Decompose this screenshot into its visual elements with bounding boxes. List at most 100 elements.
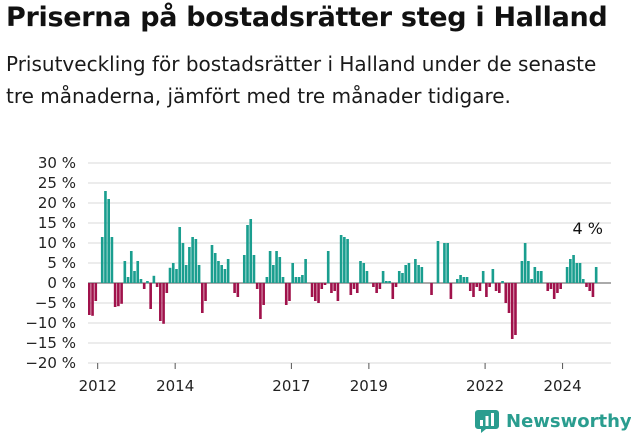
x-tick-label: 2017 xyxy=(272,377,310,395)
x-tick-label: 2014 xyxy=(156,377,194,395)
bar xyxy=(100,237,104,283)
bar xyxy=(585,283,588,287)
bar xyxy=(152,275,156,283)
bar xyxy=(536,271,540,283)
annotations: 4 % xyxy=(572,219,602,238)
bar xyxy=(123,261,127,283)
bar xyxy=(265,277,269,283)
bar xyxy=(226,259,230,283)
bar xyxy=(297,277,301,283)
bar xyxy=(255,283,259,289)
bar xyxy=(594,267,598,283)
bar xyxy=(523,243,527,283)
bar xyxy=(200,283,204,313)
bar xyxy=(220,265,223,283)
bar xyxy=(210,245,214,283)
bar xyxy=(194,239,198,283)
bar xyxy=(478,283,482,291)
bar xyxy=(388,281,391,283)
bar xyxy=(362,263,366,283)
y-tick-label: 30 % xyxy=(38,154,76,172)
x-tick-label: 2022 xyxy=(466,377,504,395)
bar xyxy=(401,273,404,283)
bar xyxy=(488,283,491,287)
bar xyxy=(372,283,375,287)
bar xyxy=(213,253,217,283)
bar xyxy=(443,243,446,283)
bar xyxy=(355,283,359,293)
bar xyxy=(268,251,272,283)
bar xyxy=(501,281,504,283)
grid xyxy=(88,162,611,364)
bar xyxy=(381,271,385,283)
bar xyxy=(462,277,466,283)
bar xyxy=(242,255,246,283)
bar xyxy=(504,283,508,303)
bar xyxy=(181,243,185,283)
bar xyxy=(391,283,395,299)
bar xyxy=(330,283,333,293)
bar xyxy=(107,199,110,283)
bar xyxy=(559,283,562,289)
bar xyxy=(569,259,572,283)
bar xyxy=(317,283,320,303)
chart-title: Priserna på bostadsrätter steg i Halland xyxy=(6,2,608,33)
bar xyxy=(291,263,295,283)
chart-subtitle: Prisutveckling för bostadsrätter i Halla… xyxy=(6,52,597,108)
x-tick-label: 2024 xyxy=(543,377,581,395)
bar xyxy=(113,283,117,307)
bar xyxy=(117,283,120,307)
bar xyxy=(591,283,595,297)
bar xyxy=(446,243,449,283)
bar xyxy=(520,261,524,283)
bar xyxy=(417,265,420,283)
y-tick-label: −15 % xyxy=(25,334,76,352)
bar xyxy=(120,283,123,304)
bar xyxy=(394,283,398,287)
bar xyxy=(475,283,479,287)
bar xyxy=(136,261,140,283)
bar xyxy=(233,283,236,293)
bar xyxy=(527,261,530,283)
y-axis: 30 % 25 % 20 % 15 % 10 % 5 % 0 % −5 % −10 % −15 %… xyxy=(25,154,76,372)
bar xyxy=(333,283,336,291)
bar xyxy=(465,277,469,283)
y-tick-label: 15 % xyxy=(38,214,76,232)
y-tick-label: 10 % xyxy=(38,234,76,252)
bar xyxy=(88,283,91,315)
bar xyxy=(91,283,94,316)
y-tick-label: −10 % xyxy=(25,314,76,332)
bar xyxy=(223,269,227,283)
bar xyxy=(365,271,369,283)
x-axis: 2012 2014 2017 2019 2022 2024 xyxy=(79,363,582,395)
y-tick-label: 5 % xyxy=(47,254,76,272)
bar xyxy=(539,271,543,283)
newsworthy-logo: Newsworthy xyxy=(474,408,631,434)
bar xyxy=(339,235,343,283)
bar xyxy=(397,271,401,283)
bar xyxy=(375,283,378,293)
bar xyxy=(288,283,291,301)
bar xyxy=(556,283,559,293)
bar xyxy=(246,225,249,283)
bar xyxy=(191,237,194,283)
y-tick-label: −5 % xyxy=(35,294,76,312)
bar xyxy=(533,267,537,283)
bar xyxy=(313,283,317,301)
bar xyxy=(249,219,253,283)
y-tick-label: 20 % xyxy=(38,194,76,212)
bar xyxy=(162,283,165,324)
bar xyxy=(110,237,114,283)
bar xyxy=(320,283,324,289)
bar xyxy=(133,271,136,283)
bar xyxy=(578,263,582,283)
bar xyxy=(385,281,388,283)
bar xyxy=(468,283,472,291)
x-tick-label: 2012 xyxy=(79,377,117,395)
bar xyxy=(323,283,327,285)
bar xyxy=(197,265,201,283)
bar xyxy=(407,263,411,283)
bar xyxy=(346,239,349,283)
bar xyxy=(165,283,169,293)
